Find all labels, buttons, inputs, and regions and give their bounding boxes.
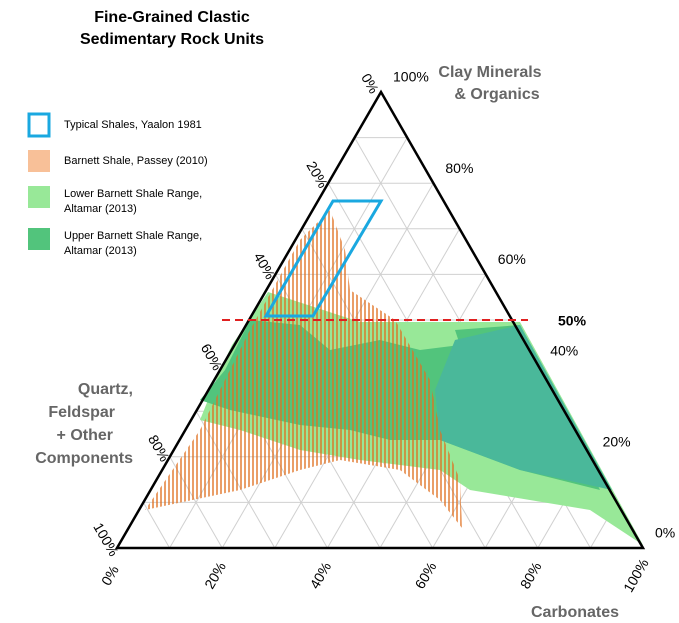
passey-region xyxy=(145,210,462,528)
legend-label: Upper Barnett Shale Range, xyxy=(64,230,202,242)
vertex-label: & Organics xyxy=(454,86,539,103)
grid-line xyxy=(142,502,171,549)
tick-label: 100% xyxy=(620,556,652,595)
tick-label: 100% xyxy=(393,69,429,85)
legend-swatch xyxy=(28,150,50,172)
legend-label: Typical Shales, Yaalon 1981 xyxy=(64,119,202,131)
tick-label: 60% xyxy=(498,251,526,267)
legend-swatch xyxy=(28,186,50,208)
legend-label: Barnett Shale, Passey (2010) xyxy=(64,155,208,167)
tick-label: 0% xyxy=(358,71,382,97)
upper-barnett-teal xyxy=(435,325,612,490)
legend-label: Lower Barnett Shale Range, xyxy=(64,188,202,200)
legend-label: Altamar (2013) xyxy=(64,203,137,215)
vertex-label: Carbonates xyxy=(531,604,619,621)
vertex-label: Feldspar xyxy=(48,404,115,421)
vertex-label: + Other xyxy=(57,427,113,444)
tick-label: 20% xyxy=(201,559,229,591)
legend-swatch xyxy=(27,112,51,138)
title: Fine-Grained Clastic xyxy=(94,9,250,26)
threshold-label: 50% xyxy=(558,313,587,329)
title: Sedimentary Rock Units xyxy=(80,31,264,48)
legend-label: Altamar (2013) xyxy=(64,245,137,257)
tick-label: 0% xyxy=(655,525,675,541)
tick-label: 40% xyxy=(306,559,334,591)
tick-label: 80% xyxy=(445,160,473,176)
tick-label: 100% xyxy=(90,520,122,559)
tick-label: 20% xyxy=(603,434,631,450)
tick-label: 0% xyxy=(98,563,122,589)
vertex-label: Components xyxy=(35,450,133,467)
tick-label: 60% xyxy=(412,559,440,591)
vertex-label: Clay Minerals xyxy=(438,64,541,81)
tick-label: 80% xyxy=(517,559,545,591)
vertex-label: Quartz, xyxy=(78,381,133,398)
legend-swatch xyxy=(28,228,50,250)
tick-label: 40% xyxy=(550,342,578,358)
yaalon-region xyxy=(263,199,384,318)
